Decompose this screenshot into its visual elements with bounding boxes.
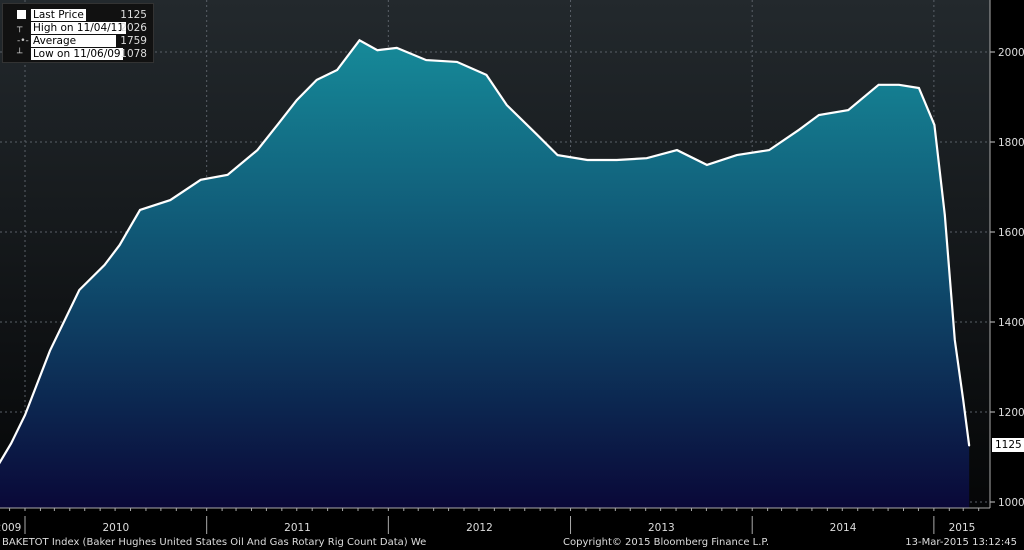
y-tick-label: 1200 (998, 407, 1024, 419)
y-tick-label: 1600 (998, 227, 1024, 239)
data-point (818, 114, 820, 116)
legend-label: High on 11/04/11 (31, 22, 127, 34)
legend-item-average: -•- Average 1759 (11, 35, 149, 48)
data-point (953, 339, 956, 341)
x-tick-label: 2013 (648, 522, 675, 534)
high-marker-icon: ┬ (17, 23, 23, 33)
data-point (616, 159, 618, 161)
data-point (78, 289, 81, 291)
data-point (49, 350, 51, 352)
data-point (485, 74, 488, 76)
data-point (962, 399, 965, 401)
data-point (586, 159, 589, 161)
data-point (276, 124, 279, 126)
series-area (0, 40, 970, 508)
data-point (847, 109, 850, 111)
data-point (139, 209, 141, 211)
last-value-label: 1125 (992, 438, 1024, 452)
data-point (256, 149, 259, 151)
data-point (24, 414, 26, 416)
legend-item-last-price: Last Price 1125 (11, 9, 149, 22)
x-tick-label: 2015 (949, 522, 976, 534)
y-tick-label: 2000 (998, 47, 1024, 59)
legend: Last Price 1125 ┬ High on 11/04/11 2026 … (2, 3, 154, 63)
data-point (10, 442, 12, 445)
x-tick-label: 2010 (102, 522, 129, 534)
data-point (199, 179, 202, 181)
y-tick-label: 1400 (998, 317, 1024, 329)
x-tick-label: 2012 (466, 522, 493, 534)
data-point (336, 69, 338, 71)
data-point (798, 129, 800, 131)
x-tick-label: 2014 (830, 522, 857, 534)
data-point (169, 199, 172, 201)
footer-description: BAKETOT Index (Baker Hughes United State… (2, 537, 427, 548)
square-icon (17, 9, 27, 21)
data-point (933, 124, 936, 126)
data-point (898, 84, 900, 86)
data-point (735, 154, 738, 156)
data-point (877, 84, 880, 86)
legend-label: Average (31, 35, 117, 47)
y-tick-label: 1000 (998, 497, 1024, 509)
data-point (506, 104, 508, 106)
data-point (396, 47, 398, 49)
data-point (315, 79, 318, 81)
data-point (968, 444, 971, 447)
data-point (706, 164, 708, 166)
legend-item-high: ┬ High on 11/04/11 2026 (11, 22, 149, 35)
data-point (645, 157, 648, 159)
legend-value: 1125 (120, 9, 147, 21)
data-point (358, 39, 361, 42)
data-point (103, 264, 106, 266)
legend-value: 2026 (120, 22, 147, 34)
legend-label: Last Price (31, 9, 86, 21)
data-point (768, 149, 770, 151)
low-marker-icon: ┴ (17, 49, 23, 59)
legend-value: 1078 (120, 48, 147, 60)
average-marker-icon: -•- (17, 36, 29, 46)
data-point (536, 134, 538, 136)
legend-value: 1759 (120, 35, 147, 47)
data-point (226, 174, 229, 176)
footer-timestamp: 13-Mar-2015 13:12:45 (905, 537, 1017, 548)
axes: 1000 1200 1400 1600 1800 2000 2009 2010 2011 2012… (0, 0, 1024, 534)
y-tick-label: 1800 (998, 137, 1024, 149)
data-point (456, 61, 458, 63)
legend-item-low: ┴ Low on 11/06/09 1078 (11, 48, 149, 61)
data-point (295, 99, 298, 101)
data-point (376, 49, 379, 51)
data-point (556, 154, 559, 156)
x-tick-label: 2011 (284, 522, 311, 534)
data-point (918, 87, 920, 89)
x-tick-label: 2009 (0, 522, 21, 534)
footer-copyright: Copyright© 2015 Bloomberg Finance L.P. (563, 537, 770, 548)
data-point (944, 214, 946, 216)
legend-label: Low on 11/06/09 (31, 48, 123, 60)
data-point (676, 149, 678, 151)
data-point (425, 59, 427, 61)
data-point (118, 244, 121, 246)
